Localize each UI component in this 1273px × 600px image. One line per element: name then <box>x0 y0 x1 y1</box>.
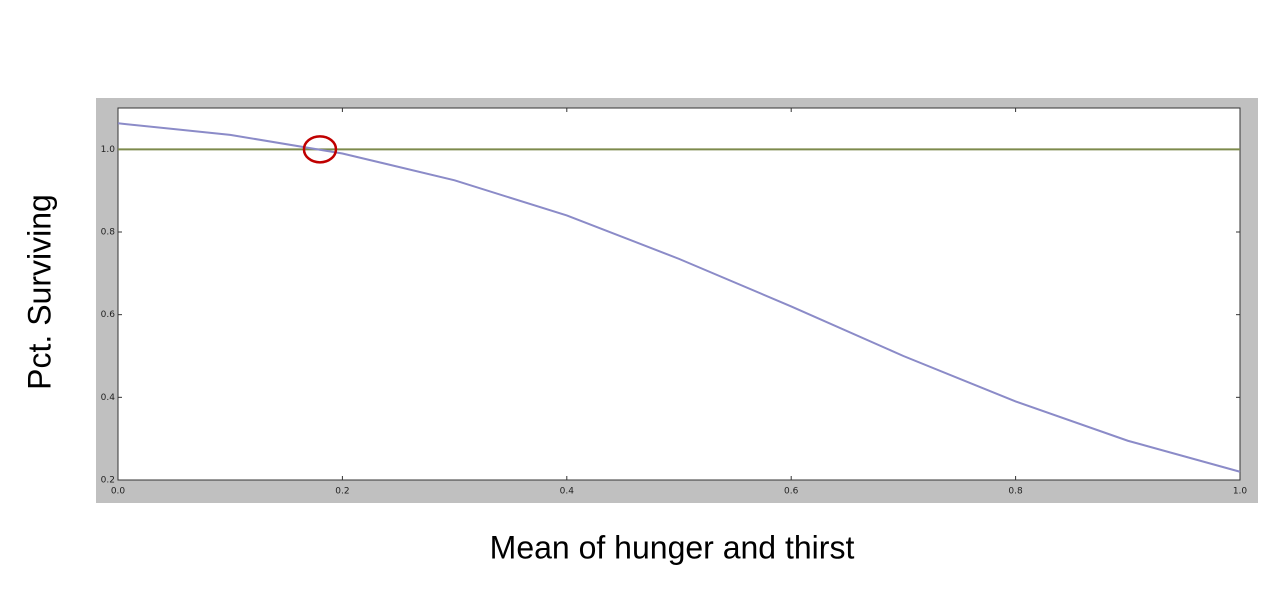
x-tick-label: 0.8 <box>1008 487 1023 497</box>
x-tick-label: 1.0 <box>1233 487 1248 497</box>
y-axis-label: Pct. Surviving <box>21 194 57 390</box>
plot-area <box>117 107 1241 481</box>
x-tick-label: 0.6 <box>784 487 799 497</box>
x-tick-label: 0.4 <box>560 487 575 497</box>
x-tick-label: 0.0 <box>111 487 126 497</box>
y-tick-label: 0.2 <box>101 476 115 486</box>
y-tick-label: 1.0 <box>101 145 116 155</box>
y-tick-label: 0.4 <box>101 393 116 403</box>
y-tick-label: 0.6 <box>101 310 116 320</box>
highlight-circle <box>302 135 338 164</box>
x-tick-label: 0.2 <box>335 487 349 497</box>
y-tick-label: 0.8 <box>101 228 116 238</box>
x-axis-label: Mean of hunger and thirst <box>490 529 855 565</box>
